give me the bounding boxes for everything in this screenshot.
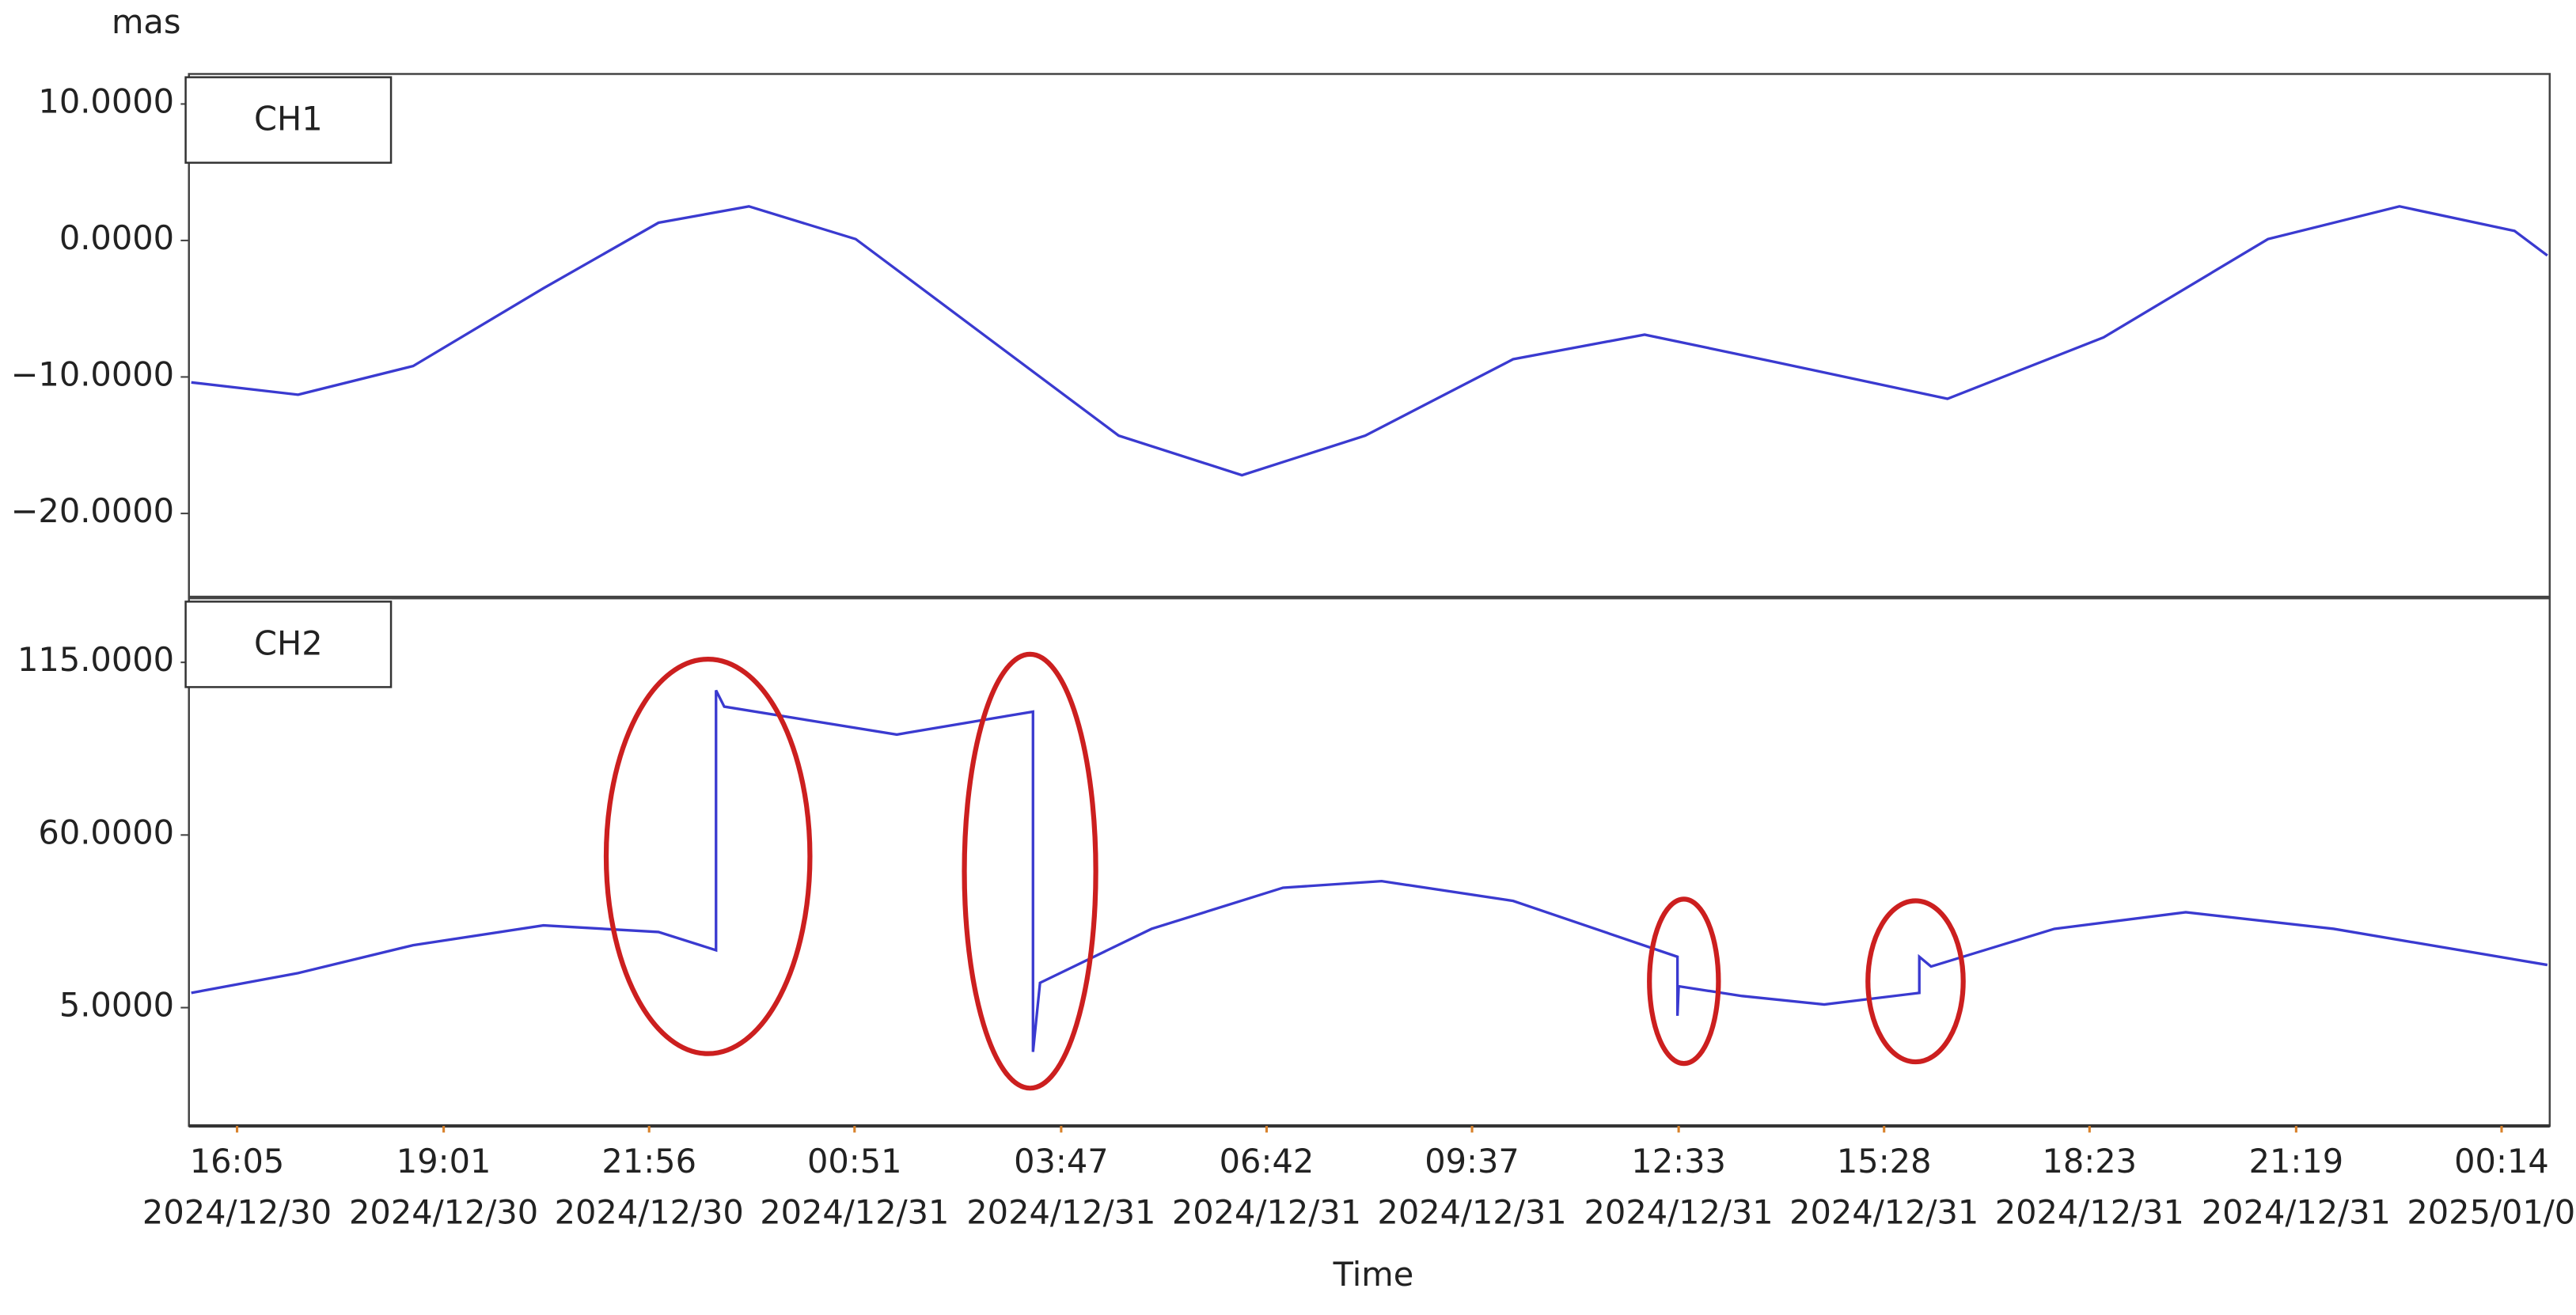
channel-label-box bbox=[184, 601, 393, 688]
y-tick-label: 5.0000 bbox=[59, 986, 174, 1025]
x-tick-label: 21:56 bbox=[601, 1142, 696, 1180]
series-line bbox=[191, 689, 2548, 1052]
x-tick-label: 16:05 bbox=[190, 1142, 285, 1180]
x-tick-label: 2024/12/30 bbox=[349, 1192, 538, 1231]
x-tick-label: 2024/12/30 bbox=[555, 1192, 744, 1231]
highlight-ellipse bbox=[962, 651, 1098, 1091]
channel-label-box bbox=[184, 76, 393, 164]
channel-label: CH2 bbox=[254, 623, 323, 662]
x-tick-label: 21:19 bbox=[2249, 1142, 2344, 1180]
channel-label: CH1 bbox=[254, 100, 323, 138]
series-line bbox=[191, 205, 2548, 477]
x-tick-label: 2024/12/31 bbox=[1172, 1192, 1361, 1231]
x-tick-label: 2024/12/31 bbox=[1789, 1192, 1978, 1231]
x-tick-label: 00:14 bbox=[2454, 1142, 2549, 1180]
x-tick-label: 2024/12/31 bbox=[1377, 1192, 1566, 1231]
x-tick-label: 2024/12/30 bbox=[142, 1192, 332, 1231]
annotations bbox=[603, 651, 1966, 1091]
x-tick-label: 00:51 bbox=[807, 1142, 902, 1180]
x-tick-label: 2024/12/31 bbox=[1995, 1192, 2184, 1231]
x-tick-label: 09:37 bbox=[1425, 1142, 1519, 1180]
highlight-ellipse bbox=[1865, 898, 1966, 1065]
highlight-ellipse bbox=[603, 656, 813, 1056]
plots: 10.0000 0.0000 −10.0000 −20.0000 CH1 115.0000… bbox=[11, 73, 2576, 1231]
x-tick-label: 18:23 bbox=[2042, 1142, 2137, 1180]
y-tick-label: −10.0000 bbox=[11, 354, 174, 393]
y-tick-label: 0.0000 bbox=[59, 218, 174, 257]
x-tick-label: 2024/12/31 bbox=[1584, 1192, 1774, 1231]
x-tick-label: 06:42 bbox=[1220, 1142, 1315, 1180]
x-tick-label: 2025/01/01 bbox=[2407, 1192, 2576, 1231]
y-tick-label: −20.0000 bbox=[11, 491, 174, 530]
panel bbox=[188, 73, 2551, 598]
highlight-ellipse bbox=[1647, 896, 1721, 1067]
y-tick-label: 10.0000 bbox=[38, 81, 174, 120]
x-tick-label: 2024/12/31 bbox=[2202, 1192, 2391, 1231]
x-tick-label: 2024/12/31 bbox=[760, 1192, 949, 1231]
x-tick-label: 19:01 bbox=[396, 1142, 491, 1180]
x-tick-label: 03:47 bbox=[1014, 1142, 1109, 1180]
x-tick-label: 15:28 bbox=[1837, 1142, 1932, 1180]
x-tick-label: 2024/12/31 bbox=[966, 1192, 1155, 1231]
y-axis-label: mas bbox=[112, 2, 180, 41]
x-tick-label: 12:33 bbox=[1631, 1142, 1726, 1180]
x-axis-label: Time bbox=[1333, 1255, 1414, 1294]
y-tick-label: 60.0000 bbox=[38, 813, 174, 851]
y-tick-label: 115.0000 bbox=[17, 640, 174, 679]
